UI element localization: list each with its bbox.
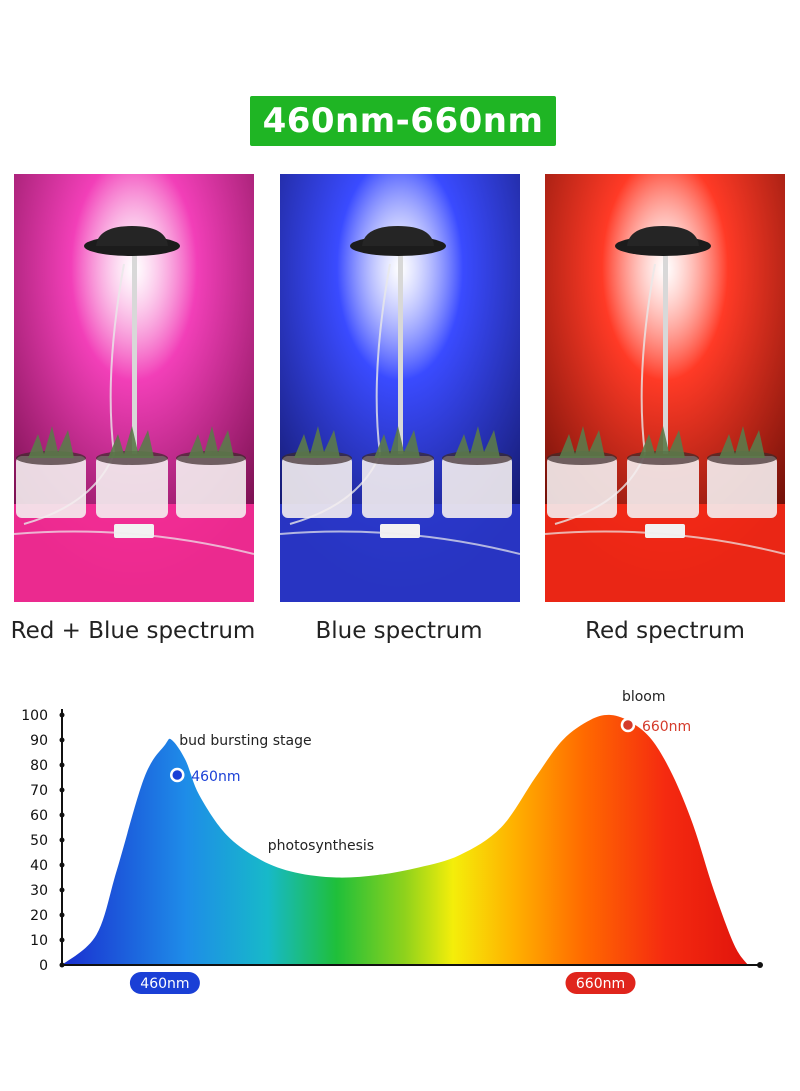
photo-blue-spectrum	[280, 174, 520, 602]
y-tick-dot	[59, 737, 65, 743]
data-point	[169, 767, 185, 783]
photo-illustration	[280, 174, 520, 602]
annotation-photosynthesis: photosynthesis	[268, 838, 374, 854]
photo-red-spectrum	[545, 174, 785, 602]
y-tick-label: 0	[39, 958, 48, 974]
caption-blue-spectrum: Blue spectrum	[315, 618, 483, 644]
y-tick-dot	[59, 887, 65, 893]
x-axis-end-dot	[757, 962, 763, 968]
data-point-label: 460nm	[191, 769, 240, 785]
y-tick-label: 60	[30, 808, 48, 824]
photo-red-blue-spectrum	[14, 174, 254, 602]
y-tick-label: 100	[21, 708, 48, 724]
photo-illustration	[545, 174, 785, 602]
y-tick-label: 80	[30, 758, 48, 774]
y-tick-dot	[59, 787, 65, 793]
photo-illustration	[14, 174, 254, 602]
y-tick-dot	[59, 762, 65, 768]
y-tick-label: 30	[30, 883, 48, 899]
y-tick-label: 70	[30, 783, 48, 799]
title-banner: 460nm-660nm	[250, 96, 556, 146]
y-tick-dot	[59, 812, 65, 818]
y-tick-dot	[59, 937, 65, 943]
y-tick-dot	[59, 912, 65, 918]
x-marker-label: 460nm	[140, 976, 189, 992]
data-point	[620, 717, 636, 733]
y-tick-dot	[59, 862, 65, 868]
x-marker-pill	[129, 972, 200, 994]
y-tick-label: 90	[30, 733, 48, 749]
x-marker-pill	[565, 972, 636, 994]
caption-red-spectrum: Red spectrum	[585, 618, 745, 644]
data-point-label: 660nm	[642, 719, 691, 735]
y-tick-dot	[59, 712, 65, 718]
spectrum-area	[62, 714, 748, 965]
spectrum-chart: 0 10 20 30 40 50 60 70 80 90 100 460nm 660nm 460nm 6…	[21, 689, 763, 994]
y-tick-label: 40	[30, 858, 48, 874]
x-marker-label: 660nm	[576, 976, 625, 992]
y-tick-label: 20	[30, 908, 48, 924]
annotation-bud-bursting-stage: bud bursting stage	[179, 733, 311, 749]
y-tick-label: 10	[30, 933, 48, 949]
y-tick-dot	[59, 837, 65, 843]
caption-red-blue-spectrum: Red + Blue spectrum	[10, 618, 256, 644]
y-tick-dot	[59, 962, 65, 968]
y-tick-label: 50	[30, 833, 48, 849]
annotation-bloom: bloom	[622, 689, 666, 705]
